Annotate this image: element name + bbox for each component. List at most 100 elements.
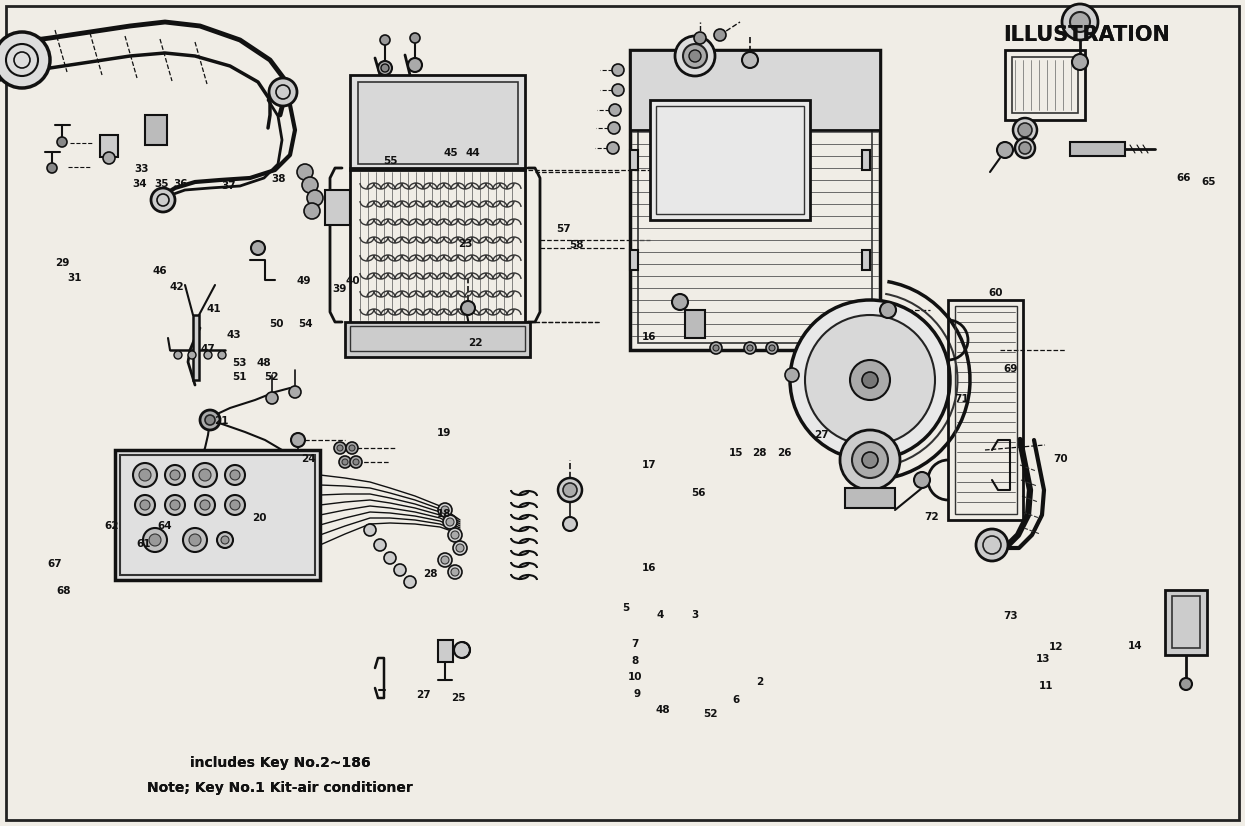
Text: 2: 2 xyxy=(756,677,763,687)
Circle shape xyxy=(298,164,312,180)
Text: 48: 48 xyxy=(655,705,670,715)
Text: includes Key No.2~186: includes Key No.2~186 xyxy=(189,756,371,770)
Circle shape xyxy=(997,142,1013,158)
Circle shape xyxy=(456,544,464,552)
Circle shape xyxy=(408,58,422,72)
Circle shape xyxy=(1069,12,1091,32)
Circle shape xyxy=(200,410,220,430)
Circle shape xyxy=(350,456,362,468)
Circle shape xyxy=(57,137,67,147)
Text: 62: 62 xyxy=(105,521,120,531)
Bar xyxy=(650,100,810,220)
Circle shape xyxy=(383,552,396,564)
Text: 36: 36 xyxy=(173,179,188,189)
Circle shape xyxy=(862,452,878,468)
Text: 27: 27 xyxy=(814,430,829,440)
Circle shape xyxy=(742,52,758,68)
Text: 44: 44 xyxy=(466,148,481,158)
Text: 38: 38 xyxy=(271,174,286,184)
Text: 28: 28 xyxy=(423,569,438,579)
Text: 55: 55 xyxy=(383,156,398,166)
Bar xyxy=(1172,596,1200,648)
Circle shape xyxy=(349,445,355,451)
Circle shape xyxy=(613,84,624,96)
Text: 5: 5 xyxy=(622,603,630,613)
Circle shape xyxy=(563,483,576,497)
Text: 33: 33 xyxy=(134,164,149,174)
Bar xyxy=(947,300,1023,520)
Text: 22: 22 xyxy=(468,338,483,348)
Text: Note; Key No.1 Kit-air conditioner: Note; Key No.1 Kit-air conditioner xyxy=(147,781,413,795)
Circle shape xyxy=(558,478,581,502)
Text: 52: 52 xyxy=(703,709,718,719)
Text: 17: 17 xyxy=(641,460,656,470)
Circle shape xyxy=(289,386,301,398)
Bar xyxy=(630,150,637,170)
Circle shape xyxy=(441,556,449,564)
Bar xyxy=(1012,57,1078,113)
Circle shape xyxy=(308,190,322,206)
Bar xyxy=(438,640,453,662)
Text: 19: 19 xyxy=(437,428,452,438)
Circle shape xyxy=(1018,142,1031,154)
Circle shape xyxy=(454,642,471,658)
Circle shape xyxy=(806,315,935,445)
Text: 28: 28 xyxy=(752,448,767,458)
Text: 56: 56 xyxy=(691,488,706,498)
Circle shape xyxy=(791,300,950,460)
Circle shape xyxy=(693,32,706,44)
Text: ILLUSTRATION: ILLUSTRATION xyxy=(1003,26,1170,45)
Text: 46: 46 xyxy=(152,266,167,276)
Bar xyxy=(350,75,525,170)
Circle shape xyxy=(448,565,462,579)
Text: 24: 24 xyxy=(301,454,316,464)
Text: 10: 10 xyxy=(627,672,642,682)
Bar xyxy=(955,306,1017,514)
Bar xyxy=(193,315,199,380)
Circle shape xyxy=(453,541,467,555)
Bar xyxy=(630,50,880,350)
Text: 64: 64 xyxy=(157,521,172,531)
Circle shape xyxy=(608,142,619,154)
Circle shape xyxy=(745,342,756,354)
Circle shape xyxy=(410,33,420,43)
Text: 11: 11 xyxy=(1038,681,1053,691)
Circle shape xyxy=(183,528,207,552)
Circle shape xyxy=(850,360,890,400)
Circle shape xyxy=(188,351,195,359)
Text: 67: 67 xyxy=(47,559,62,569)
Text: 45: 45 xyxy=(443,148,458,158)
Circle shape xyxy=(218,351,227,359)
Text: 54: 54 xyxy=(298,319,312,329)
Circle shape xyxy=(374,539,386,551)
Circle shape xyxy=(166,465,186,485)
Circle shape xyxy=(684,44,707,68)
Circle shape xyxy=(195,495,215,515)
Circle shape xyxy=(1013,118,1037,142)
Circle shape xyxy=(766,342,778,354)
Text: 23: 23 xyxy=(458,240,473,249)
Text: 27: 27 xyxy=(416,691,431,700)
Circle shape xyxy=(380,35,390,45)
Circle shape xyxy=(1072,54,1088,70)
Circle shape xyxy=(403,576,416,588)
Text: 20: 20 xyxy=(251,513,266,523)
Circle shape xyxy=(1062,4,1098,40)
Circle shape xyxy=(337,445,344,451)
Text: 50: 50 xyxy=(269,319,284,329)
Bar xyxy=(345,322,530,357)
Text: ILLUSTRATION: ILLUSTRATION xyxy=(1003,26,1170,45)
Bar xyxy=(115,450,320,580)
Circle shape xyxy=(304,203,320,219)
Text: 65: 65 xyxy=(1201,177,1216,187)
Circle shape xyxy=(217,532,233,548)
Circle shape xyxy=(291,433,305,447)
Text: 70: 70 xyxy=(1053,454,1068,464)
Circle shape xyxy=(171,470,181,480)
Circle shape xyxy=(189,534,200,546)
Text: 29: 29 xyxy=(55,258,70,268)
Circle shape xyxy=(672,294,688,310)
Circle shape xyxy=(133,463,157,487)
Bar xyxy=(120,455,315,575)
Text: 8: 8 xyxy=(631,656,639,666)
